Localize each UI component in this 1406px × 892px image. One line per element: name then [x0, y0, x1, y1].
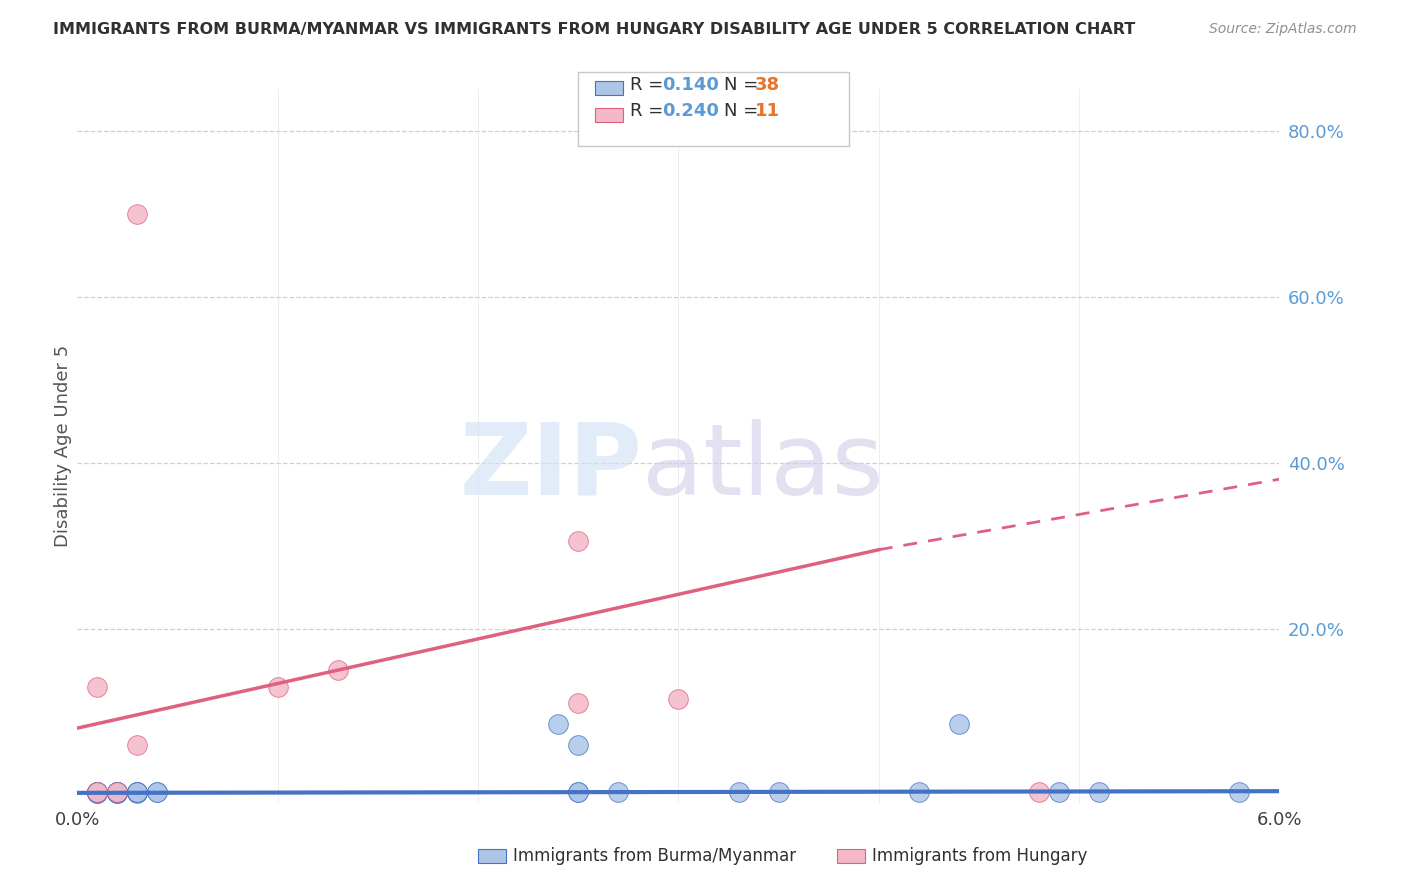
Point — [567, 785, 589, 799]
Text: ZIP: ZIP — [460, 419, 643, 516]
Point — [86, 785, 108, 799]
Point — [86, 786, 108, 800]
Point — [607, 785, 630, 799]
Point — [1028, 785, 1050, 799]
Point — [146, 785, 169, 799]
Text: 11: 11 — [755, 103, 780, 120]
Point — [727, 785, 749, 799]
Point — [107, 785, 129, 799]
Point — [567, 785, 589, 799]
Text: R =: R = — [630, 76, 669, 94]
Point — [86, 785, 108, 799]
Point — [86, 785, 108, 799]
Point — [567, 738, 589, 752]
Point — [86, 680, 108, 694]
Point — [326, 663, 349, 677]
Point — [1047, 785, 1070, 799]
Text: atlas: atlas — [643, 419, 884, 516]
Text: IMMIGRANTS FROM BURMA/MYANMAR VS IMMIGRANTS FROM HUNGARY DISABILITY AGE UNDER 5 : IMMIGRANTS FROM BURMA/MYANMAR VS IMMIGRA… — [53, 22, 1136, 37]
Point — [86, 786, 108, 800]
Point — [127, 786, 149, 800]
Text: N =: N = — [724, 103, 763, 120]
Point — [107, 785, 129, 799]
Point — [567, 696, 589, 710]
Point — [86, 785, 108, 799]
Point — [107, 785, 129, 799]
Point — [1229, 785, 1251, 799]
Point — [107, 785, 129, 799]
Text: R =: R = — [630, 103, 669, 120]
Point — [107, 786, 129, 800]
Point — [267, 680, 290, 694]
Point — [948, 717, 970, 731]
Point — [768, 785, 790, 799]
Point — [127, 785, 149, 799]
Point — [86, 785, 108, 799]
Text: 38: 38 — [755, 76, 780, 94]
Point — [86, 785, 108, 799]
Y-axis label: Disability Age Under 5: Disability Age Under 5 — [55, 345, 73, 547]
Point — [107, 785, 129, 799]
Point — [127, 785, 149, 799]
Point — [1088, 785, 1111, 799]
Text: N =: N = — [724, 76, 763, 94]
Point — [107, 785, 129, 799]
Point — [107, 785, 129, 799]
Text: Source: ZipAtlas.com: Source: ZipAtlas.com — [1209, 22, 1357, 37]
Point — [146, 785, 169, 799]
Point — [127, 738, 149, 752]
Point — [86, 785, 108, 799]
Point — [908, 785, 931, 799]
Point — [127, 785, 149, 799]
Point — [127, 785, 149, 799]
Point — [567, 534, 589, 549]
Point — [107, 786, 129, 800]
Point — [86, 785, 108, 799]
Point — [107, 785, 129, 799]
Point — [668, 692, 690, 706]
Text: Immigrants from Burma/Myanmar: Immigrants from Burma/Myanmar — [513, 847, 796, 865]
Text: Immigrants from Hungary: Immigrants from Hungary — [872, 847, 1087, 865]
Text: 0.240: 0.240 — [662, 103, 718, 120]
Point — [86, 785, 108, 799]
Text: 0.140: 0.140 — [662, 76, 718, 94]
Point — [127, 207, 149, 221]
Point — [547, 717, 569, 731]
